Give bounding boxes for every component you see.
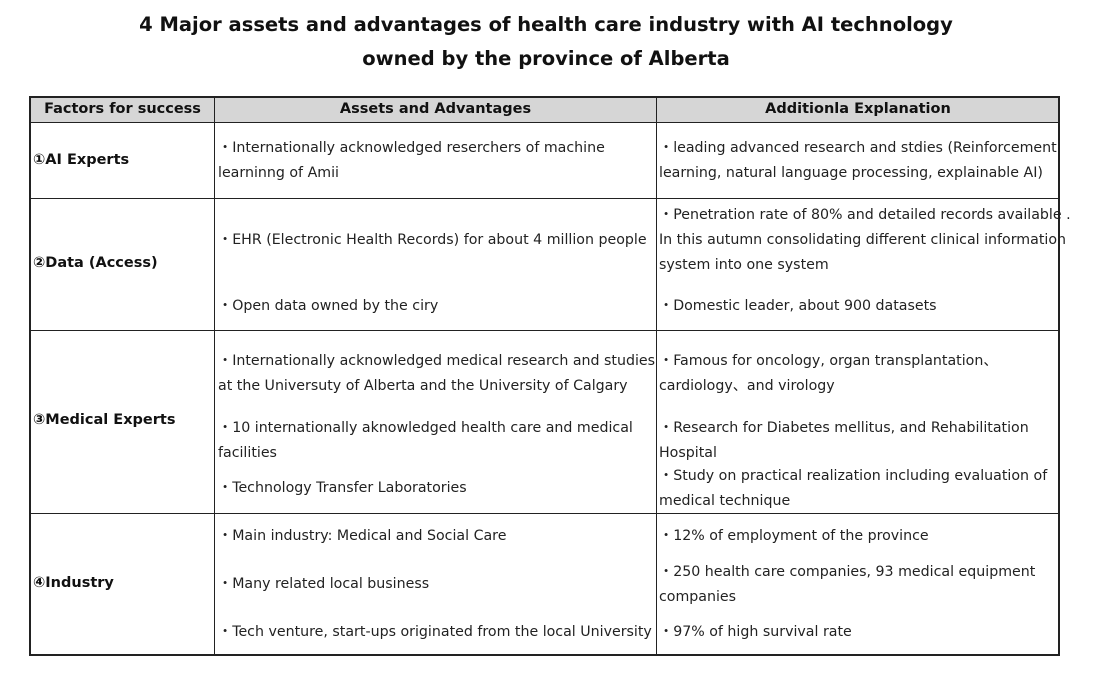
cell-line: Hospital — [659, 445, 717, 461]
header-assets: Assets and Advantages — [339, 101, 532, 117]
assets-data-ehr: ・EHR (Electronic Health Records) for abo… — [218, 232, 647, 248]
cell-line: ・Research for Diabetes mellitus, and Reh… — [659, 420, 1029, 436]
cell-line: cardiology、and virology — [659, 378, 835, 394]
row-divider — [30, 513, 1060, 514]
cell-line: medical technique — [659, 493, 791, 509]
page-title-line-1: 4 Major assets and advantages of health … — [139, 13, 953, 36]
explanation-data-datasets: ・Domestic leader, about 900 datasets — [659, 298, 937, 314]
cell-line: at the Universuty of Alberta and the Uni… — [218, 378, 628, 394]
cell-line: ・Internationally acknowledged reserchers… — [218, 140, 605, 156]
assets-medical-research: ・Internationally acknowledged medical re… — [218, 349, 655, 399]
cell-line: In this autumn consolidating different c… — [659, 232, 1066, 248]
factor-ai-experts: ①AI Experts — [33, 152, 130, 168]
explanation-medical-study: ・Study on practical realization includin… — [659, 464, 1047, 514]
column-divider — [214, 97, 215, 656]
column-divider — [656, 97, 657, 656]
cell-line: learninng of Amii — [218, 165, 339, 181]
cell-line: ・Study on practical realization includin… — [659, 468, 1048, 484]
assets-ai-experts: ・Internationally acknowledged reserchers… — [218, 136, 605, 186]
explanation-ai-experts: ・leading advanced research and stdies (R… — [659, 136, 1057, 186]
cell-line: system into one system — [659, 257, 829, 273]
assets-medical-facilities: ・10 internationally aknowledged health c… — [218, 416, 633, 466]
explanation-industry-survival: ・97% of high survival rate — [659, 624, 852, 640]
explanation-medical-diabetes: ・Research for Diabetes mellitus, and Reh… — [659, 416, 1029, 466]
table-header-background — [31, 98, 1058, 122]
cell-line: ・leading advanced research and stdies (R… — [659, 140, 1057, 156]
assets-industry-main: ・Main industry: Medical and Social Care — [218, 528, 507, 544]
cell-line: ・Penetration rate of 80% and detailed re… — [659, 207, 1071, 223]
assets-industry-local-business: ・Many related local business — [218, 576, 430, 592]
factor-medical-experts: ③Medical Experts — [33, 412, 176, 428]
explanation-industry-companies: ・250 health care companies, 93 medical e… — [659, 560, 1035, 610]
factor-industry: ④Industry — [33, 575, 114, 591]
assets-data-open-data: ・Open data owned by the ciry — [218, 298, 439, 314]
cell-line: ・Internationally acknowledged medical re… — [218, 353, 656, 369]
explanation-medical-famous: ・Famous for oncology, organ transplantat… — [659, 349, 998, 399]
explanation-industry-employment: ・12% of employment of the province — [659, 528, 929, 544]
page-title-line-2: owned by the province of Alberta — [362, 47, 730, 70]
cell-line: facilities — [218, 445, 277, 461]
assets-industry-startups: ・Tech venture, start-ups originated from… — [218, 624, 652, 640]
assets-medical-tech-transfer: ・Technology Transfer Laboratories — [218, 480, 467, 496]
cell-line: companies — [659, 589, 737, 605]
row-divider — [30, 198, 1060, 199]
row-divider — [30, 122, 1060, 123]
header-factors: Factors for success — [44, 101, 201, 117]
factor-data-access: ②Data (Access) — [33, 255, 158, 271]
table-border — [29, 96, 1060, 656]
explanation-data-access: ・Penetration rate of 80% and detailed re… — [659, 203, 1071, 278]
header-explanation: Additionla Explanation — [765, 101, 951, 117]
cell-line: ・250 health care companies, 93 medical e… — [659, 564, 1036, 580]
row-divider — [30, 330, 1060, 331]
cell-line: ・Famous for oncology, organ transplantat… — [659, 353, 998, 369]
cell-line: ・10 internationally aknowledged health c… — [218, 420, 633, 436]
cell-line: learning, natural language processing, e… — [659, 165, 1043, 181]
